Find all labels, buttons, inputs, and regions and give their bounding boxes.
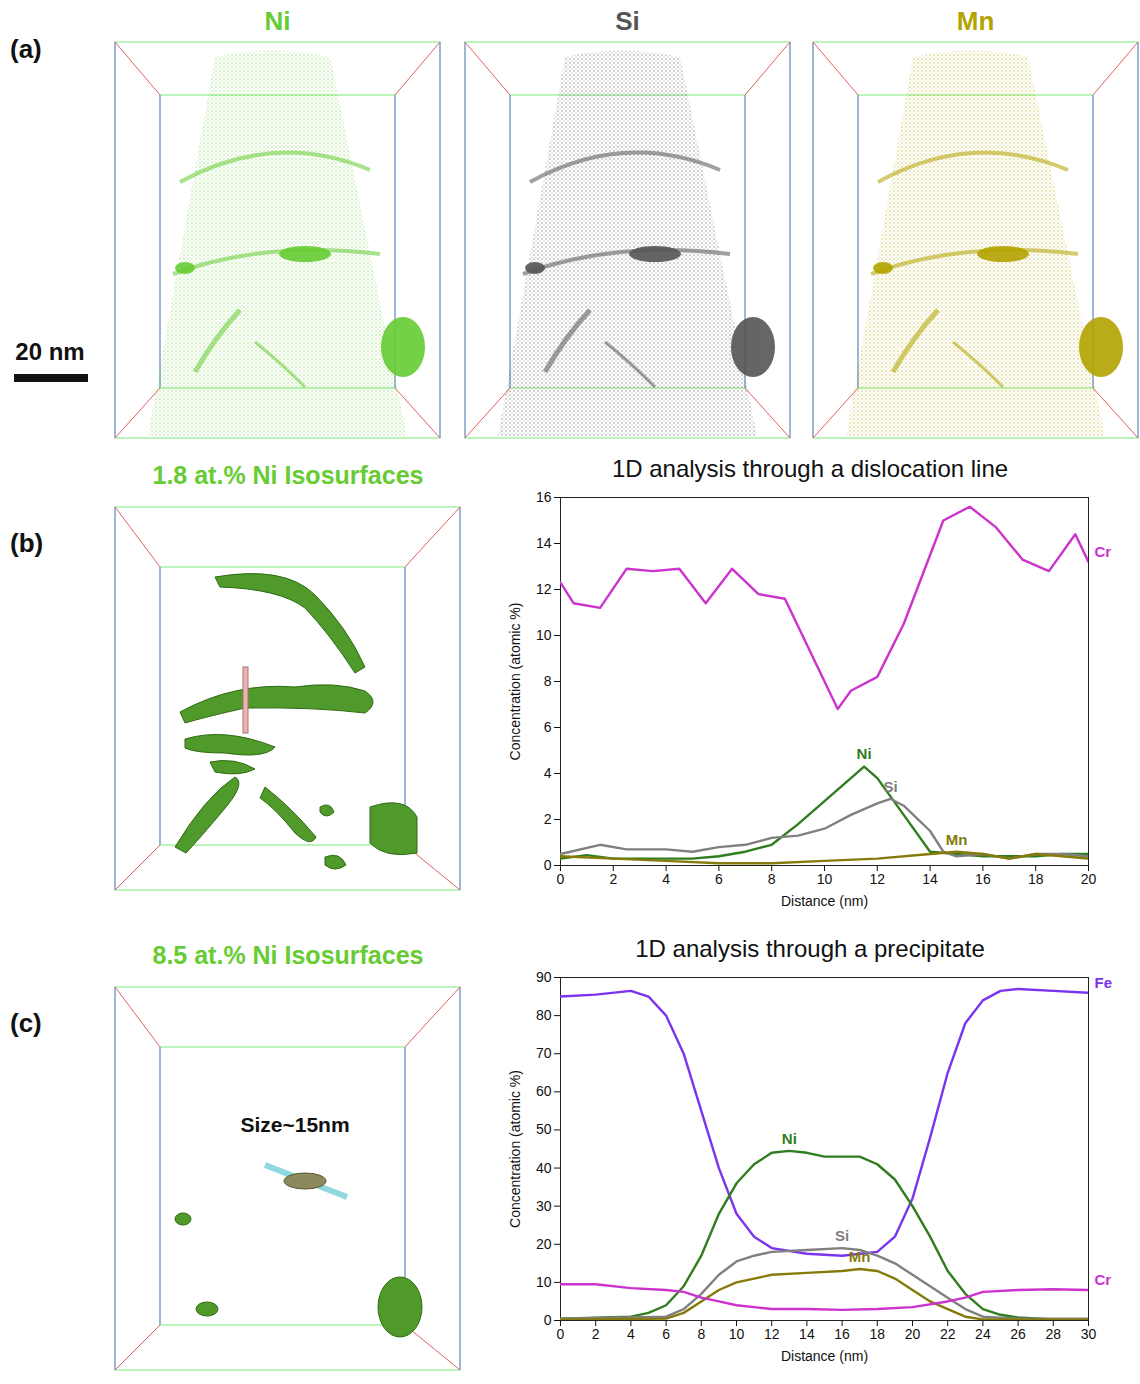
html-text:1D analysis through a dislocat: 1D analysis through a dislocation line <box>611 455 1009 482</box>
svg-text:Ni: Ni <box>782 1130 797 1147</box>
svg-text:12: 12 <box>764 1326 780 1342</box>
svg-text:14: 14 <box>922 871 938 887</box>
svg-text:Ni: Ni <box>265 6 291 36</box>
svg-text:6: 6 <box>715 871 723 887</box>
svg-text:Si: Si <box>835 1227 849 1244</box>
svg-text:10: 10 <box>536 1274 552 1290</box>
svg-text:30: 30 <box>1081 1326 1097 1342</box>
svg-text:(a): (a) <box>10 34 42 64</box>
svg-text:40: 40 <box>536 1160 552 1176</box>
svg-text:10: 10 <box>817 871 833 887</box>
svg-text:0: 0 <box>557 1326 565 1342</box>
svg-text:50: 50 <box>536 1121 552 1137</box>
svg-text:30: 30 <box>536 1198 552 1214</box>
svg-text:10: 10 <box>729 1326 745 1342</box>
svg-text:20: 20 <box>1081 871 1097 887</box>
svg-text:Mn: Mn <box>957 6 995 36</box>
svg-text:0: 0 <box>544 1312 552 1328</box>
svg-text:Si: Si <box>883 778 897 795</box>
svg-text:16: 16 <box>975 871 991 887</box>
svg-text:80: 80 <box>536 1007 552 1023</box>
svg-text:Si: Si <box>615 6 640 36</box>
svg-text:20: 20 <box>536 1236 552 1252</box>
svg-text:16: 16 <box>536 489 552 505</box>
svg-text:Ni: Ni <box>857 745 872 762</box>
svg-text:1.8 at.% Ni Isosurfaces: 1.8 at.% Ni Isosurfaces <box>153 461 424 489</box>
svg-text:24: 24 <box>975 1326 991 1342</box>
svg-text:90: 90 <box>536 969 552 985</box>
svg-text:(b): (b) <box>10 528 43 558</box>
svg-text:Cr: Cr <box>1095 1271 1112 1288</box>
svg-text:18: 18 <box>1028 871 1044 887</box>
svg-text:Mn: Mn <box>946 831 968 848</box>
svg-text:Concentration (atomic %): Concentration (atomic %) <box>507 1070 523 1228</box>
svg-text:4: 4 <box>662 871 670 887</box>
svg-text:2: 2 <box>592 1326 600 1342</box>
svg-text:6: 6 <box>544 719 552 735</box>
svg-text:22: 22 <box>940 1326 956 1342</box>
svg-text:Cr: Cr <box>1095 543 1112 560</box>
svg-text:12: 12 <box>536 581 552 597</box>
svg-text:Concentration (atomic %): Concentration (atomic %) <box>507 603 523 761</box>
svg-text:8: 8 <box>697 1326 705 1342</box>
svg-text:12: 12 <box>870 871 886 887</box>
svg-text:20: 20 <box>905 1326 921 1342</box>
svg-text:2: 2 <box>609 871 617 887</box>
svg-text:2: 2 <box>544 811 552 827</box>
svg-text:Fe: Fe <box>1095 974 1113 991</box>
svg-text:26: 26 <box>1010 1326 1026 1342</box>
svg-text:28: 28 <box>1046 1326 1062 1342</box>
svg-text:(c): (c) <box>10 1008 42 1038</box>
svg-text:14: 14 <box>536 535 552 551</box>
svg-text:6: 6 <box>662 1326 670 1342</box>
svg-text:0: 0 <box>557 871 565 887</box>
svg-text:60: 60 <box>536 1083 552 1099</box>
svg-text:Mn: Mn <box>849 1248 871 1265</box>
svg-text:8: 8 <box>544 673 552 689</box>
svg-text:Distance (nm): Distance (nm) <box>781 1348 868 1364</box>
svg-text:14: 14 <box>799 1326 815 1342</box>
svg-text:18: 18 <box>870 1326 886 1342</box>
svg-text:8: 8 <box>768 871 776 887</box>
svg-text:Size~15nm: Size~15nm <box>240 1113 349 1136</box>
svg-text:70: 70 <box>536 1045 552 1061</box>
html-text:1D analysis through a precipit: 1D analysis through a precipitate <box>635 935 985 962</box>
svg-text:8.5 at.% Ni Isosurfaces: 8.5 at.% Ni Isosurfaces <box>153 941 424 969</box>
svg-text:4: 4 <box>544 765 552 781</box>
svg-text:16: 16 <box>834 1326 850 1342</box>
svg-text:Distance (nm): Distance (nm) <box>781 893 868 909</box>
svg-text:10: 10 <box>536 627 552 643</box>
svg-text:0: 0 <box>544 857 552 873</box>
svg-text:20 nm: 20 nm <box>15 338 84 365</box>
svg-text:4: 4 <box>627 1326 635 1342</box>
